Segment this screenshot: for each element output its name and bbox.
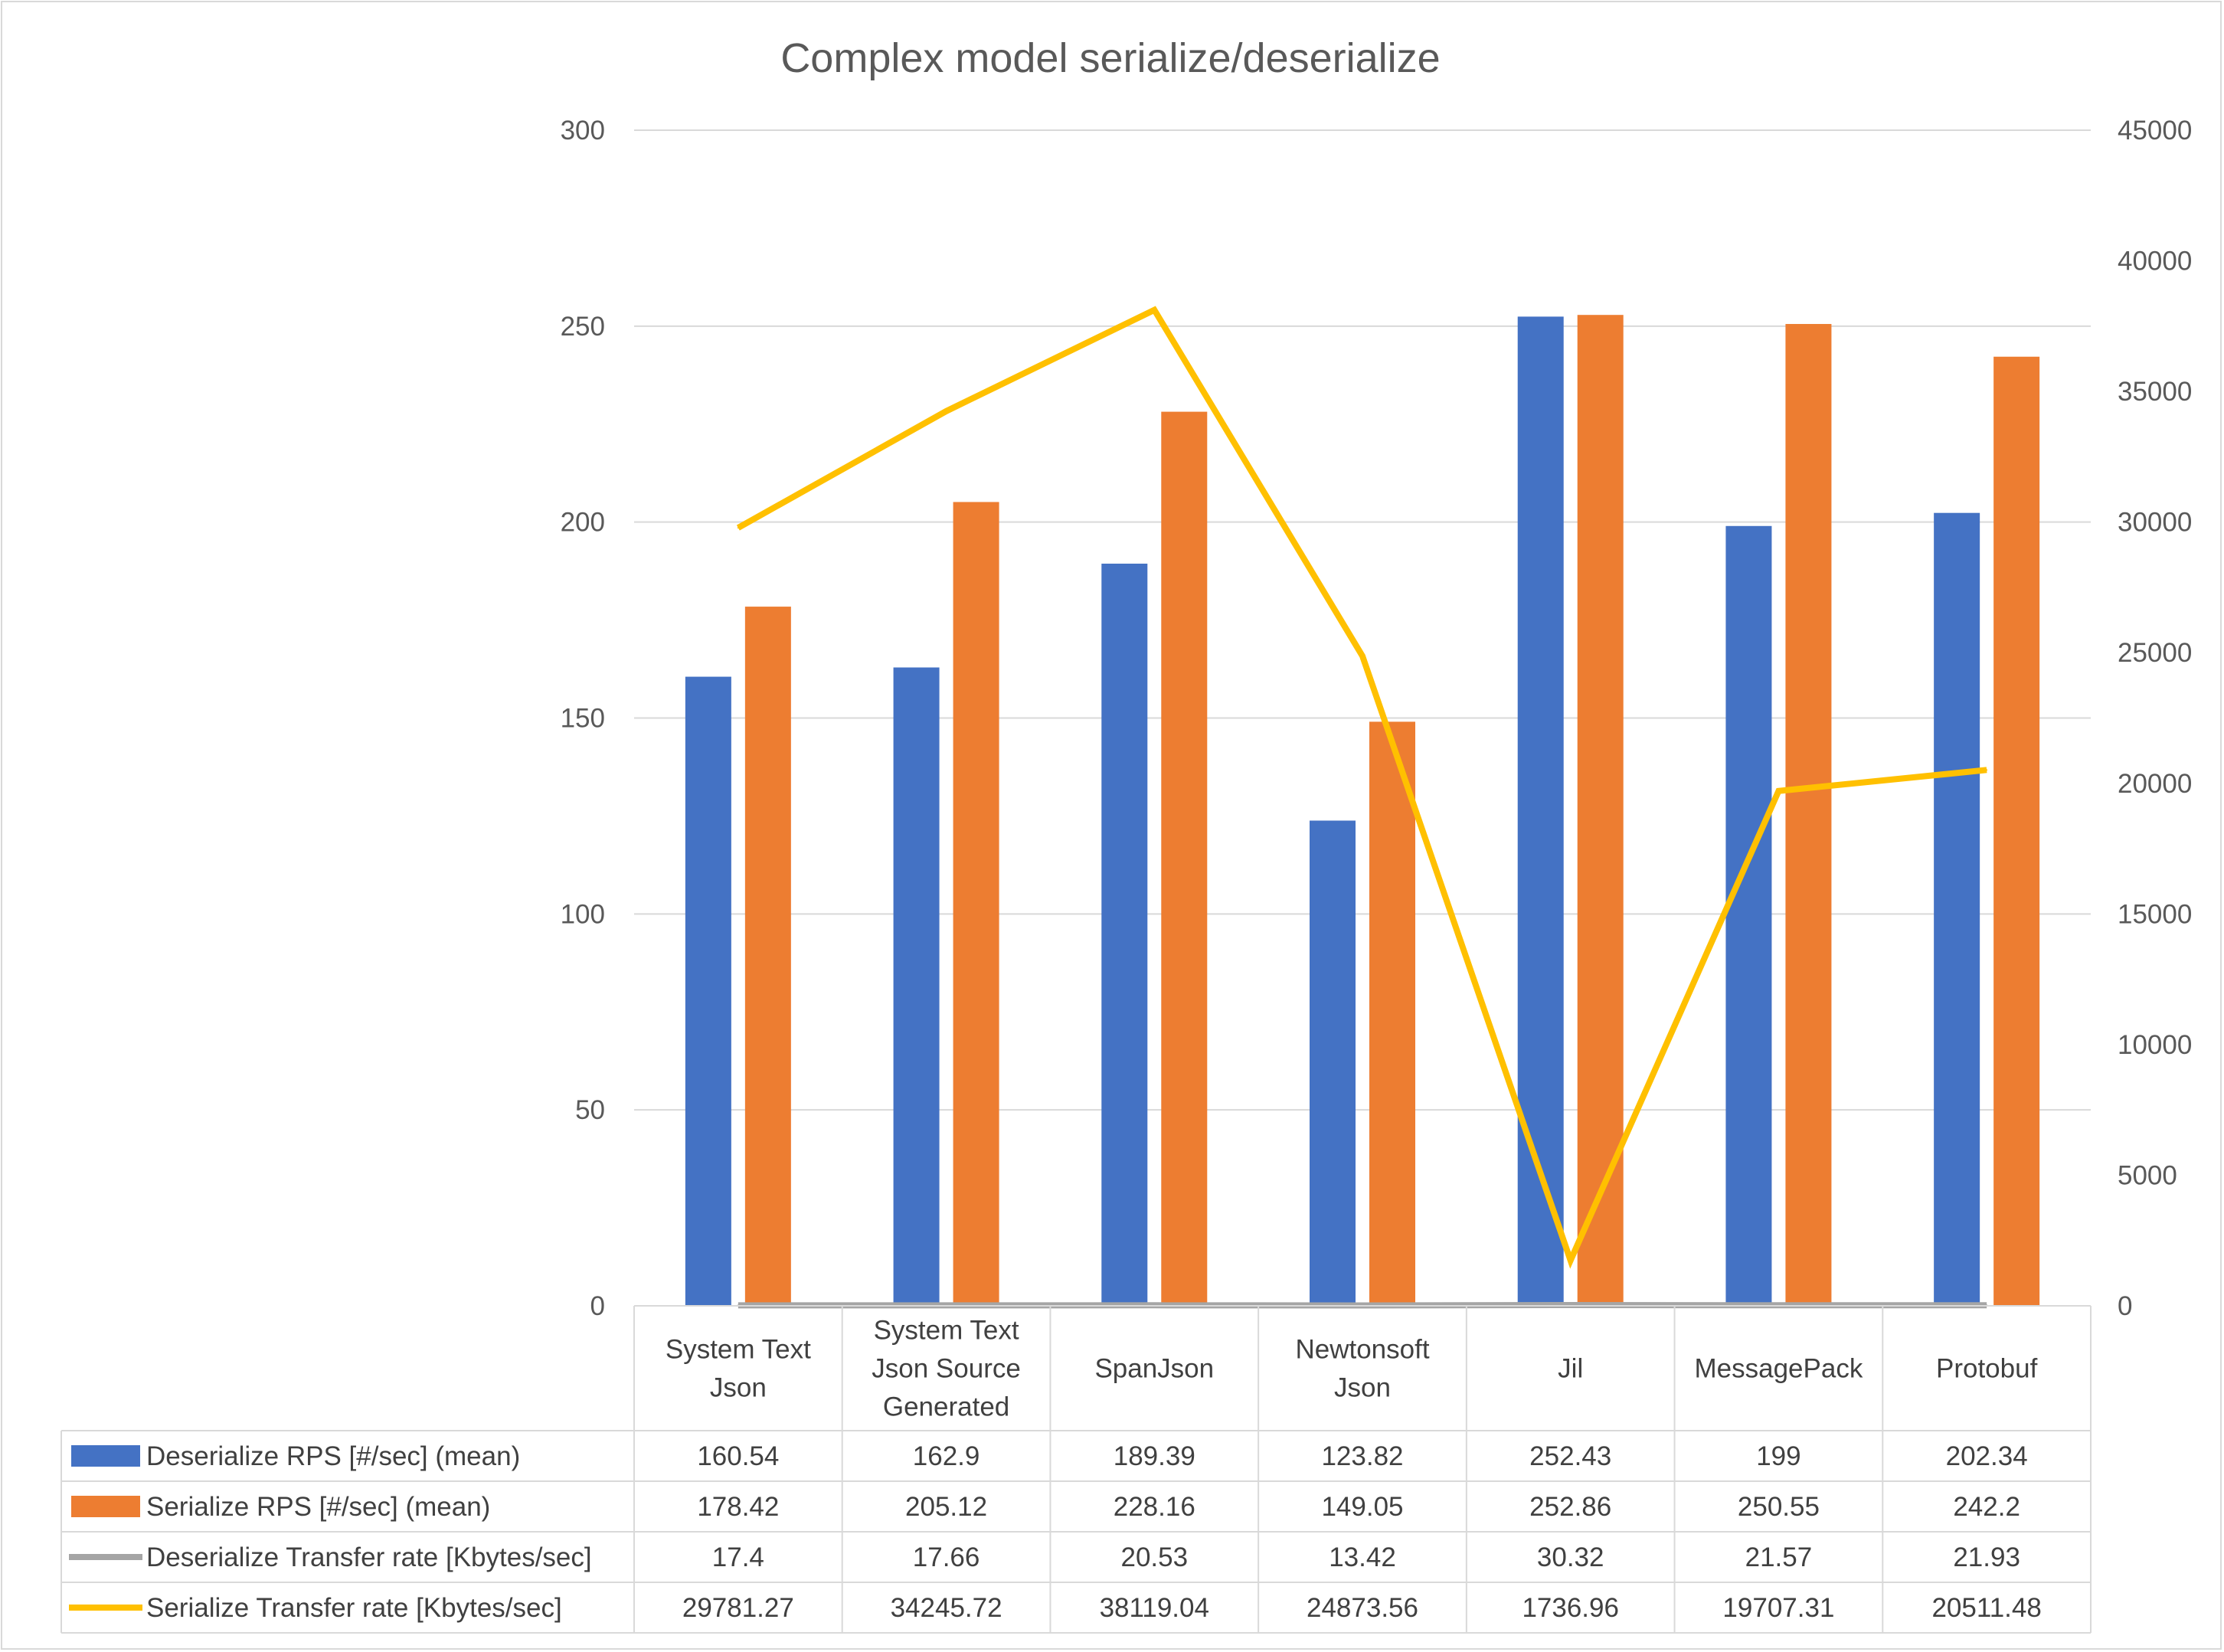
category-label: MessagePack (1695, 1354, 1863, 1384)
data-label: 162.9 (913, 1441, 980, 1471)
data-label: 30.32 (1537, 1542, 1604, 1572)
bar (1517, 316, 1564, 1306)
legend-key (71, 1445, 140, 1467)
bar (893, 667, 940, 1306)
category-label: SpanJson (1094, 1354, 1214, 1384)
legend-label: Serialize RPS [#/sec] (mean) (146, 1492, 490, 1522)
data-label: 252.86 (1529, 1492, 1611, 1522)
right-tick-label: 40000 (2118, 247, 2192, 276)
category-label: Newtonsoft (1295, 1335, 1429, 1365)
bar (1725, 525, 1772, 1306)
left-tick-label: 300 (561, 116, 605, 146)
bar (953, 502, 999, 1306)
data-label: 252.43 (1529, 1441, 1611, 1471)
data-label: 123.82 (1321, 1441, 1403, 1471)
bar (744, 607, 791, 1306)
data-label: 17.4 (712, 1542, 764, 1572)
data-label: 24873.56 (1307, 1593, 1418, 1623)
data-label: 21.93 (1953, 1542, 2020, 1572)
legend-key (71, 1496, 140, 1517)
right-tick-label: 15000 (2118, 899, 2192, 929)
line-point (1569, 1259, 1572, 1261)
left-tick-label: 150 (561, 704, 605, 734)
right-tick-label: 0 (2118, 1291, 2132, 1321)
data-label: 160.54 (697, 1441, 779, 1471)
legend-label: Deserialize Transfer rate [Kbytes/sec] (146, 1542, 592, 1572)
data-label: 20.53 (1120, 1542, 1188, 1572)
right-tick-label: 25000 (2118, 638, 2192, 668)
category-label: Json (710, 1373, 767, 1403)
line-point (737, 527, 739, 529)
bar (1934, 512, 1980, 1307)
bar (685, 676, 731, 1306)
data-table: System Text Json System Text Json Source Gen… (61, 1305, 2092, 1634)
data-label: 29781.27 (682, 1593, 794, 1623)
bar (1101, 563, 1148, 1306)
category-label: System Text (666, 1335, 811, 1365)
right-tick-label: 5000 (2118, 1160, 2177, 1190)
data-label: 1736.96 (1522, 1593, 1619, 1623)
line-point (1153, 309, 1156, 311)
left-axis-ticks: 0 50 100 150 200 250 300 (561, 116, 605, 1321)
category-label: Protobuf (1936, 1354, 2038, 1384)
bars (685, 315, 2040, 1307)
data-label: 228.16 (1114, 1492, 1195, 1522)
category-label: Generated (883, 1392, 1009, 1422)
right-tick-label: 10000 (2118, 1030, 2192, 1060)
data-label: 202.34 (1946, 1441, 2028, 1471)
category-label: Json (1334, 1373, 1391, 1403)
line-point (1778, 790, 1780, 792)
chart-title: Complex model serialize/deserialize (780, 35, 1440, 81)
data-label: 19707.31 (1722, 1593, 1834, 1623)
left-tick-label: 200 (561, 508, 605, 538)
bar (1993, 356, 2040, 1306)
left-tick-label: 250 (561, 312, 605, 342)
line-point (1986, 769, 1988, 771)
left-tick-label: 100 (561, 899, 605, 929)
data-label: 205.12 (905, 1492, 987, 1522)
bar (1369, 721, 1415, 1306)
right-tick-label: 35000 (2118, 377, 2192, 407)
line-point (945, 410, 947, 412)
category-label: Json Source (872, 1354, 1021, 1384)
line-point (1362, 655, 1363, 657)
data-label: 250.55 (1738, 1492, 1820, 1522)
bar (1161, 411, 1208, 1307)
right-tick-label: 45000 (2118, 116, 2192, 146)
category-label: System Text (874, 1316, 1019, 1346)
data-label: 34245.72 (891, 1593, 1002, 1623)
data-label: 38119.04 (1100, 1593, 1209, 1623)
right-tick-label: 20000 (2118, 769, 2192, 799)
left-tick-label: 50 (575, 1095, 605, 1125)
data-label: 189.39 (1114, 1441, 1195, 1471)
data-label: 17.66 (913, 1542, 980, 1572)
category-label: Jil (1558, 1354, 1583, 1384)
data-label: 13.42 (1329, 1542, 1396, 1572)
left-tick-label: 0 (590, 1291, 605, 1321)
legend-label: Deserialize RPS [#/sec] (mean) (146, 1441, 520, 1471)
data-label: 20511.48 (1931, 1593, 2041, 1623)
data-label: 21.57 (1745, 1542, 1813, 1572)
legend-label: Serialize Transfer rate [Kbytes/sec] (146, 1593, 562, 1623)
bar (1785, 324, 1832, 1306)
bar (1577, 315, 1624, 1306)
data-label: 242.2 (1953, 1492, 2020, 1522)
gridlines (634, 129, 2091, 1111)
data-label: 199 (1756, 1441, 1800, 1471)
data-label: 149.05 (1321, 1492, 1403, 1522)
right-axis-ticks: 0 5000 10000 15000 20000 25000 30000 35000 40000… (2118, 116, 2192, 1321)
bar (1310, 820, 1356, 1306)
right-tick-label: 30000 (2118, 508, 2192, 538)
data-label: 178.42 (697, 1492, 779, 1522)
